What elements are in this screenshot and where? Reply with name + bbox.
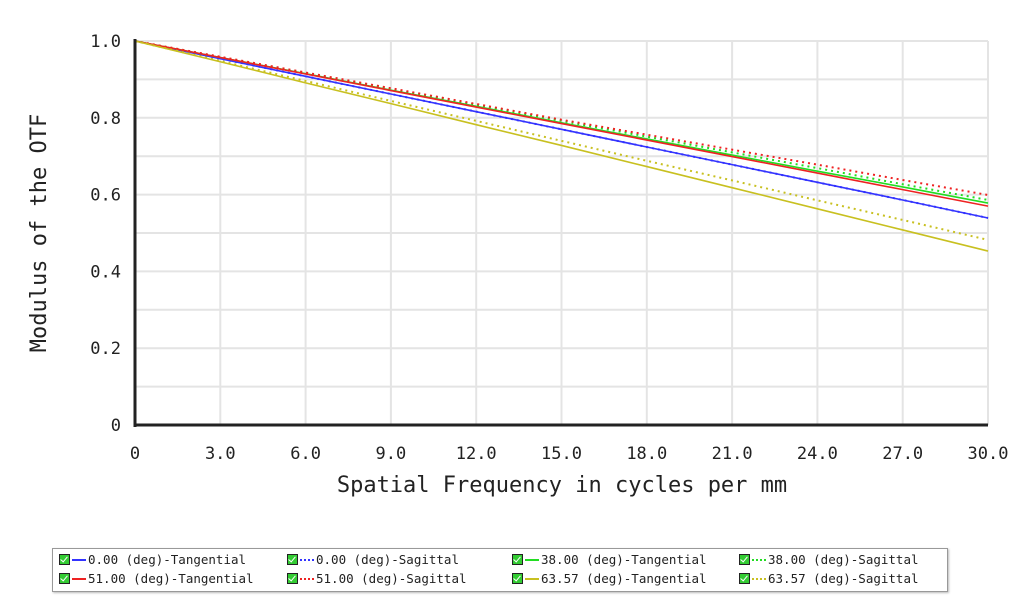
legend-swatch xyxy=(525,577,539,580)
checkbox-icon[interactable] xyxy=(512,573,523,584)
legend-item[interactable]: 51.00 (deg)-Sagittal xyxy=(287,571,467,586)
legend-swatch xyxy=(752,577,766,580)
checkbox-icon[interactable] xyxy=(739,573,750,584)
legend-item[interactable]: 0.00 (deg)-Tangential xyxy=(59,552,246,567)
legend: 0.00 (deg)-Tangential 0.00 (deg)-Sagittal… xyxy=(52,548,948,592)
y-tick-label: 1.0 xyxy=(90,32,121,52)
legend-item[interactable]: 38.00 (deg)-Tangential xyxy=(512,552,707,567)
y-tick-label: 0.2 xyxy=(90,339,121,359)
checkbox-icon[interactable] xyxy=(739,554,750,565)
y-tick-label: 0.6 xyxy=(90,186,121,206)
x-tick-label: 12.0 xyxy=(456,444,497,464)
series-line-1 xyxy=(134,40,989,220)
legend-swatch xyxy=(72,558,86,561)
x-tick-label: 27.0 xyxy=(882,444,923,464)
y-axis-label: Modulus of the OTF xyxy=(27,114,52,352)
legend-label: 0.00 (deg)-Sagittal xyxy=(316,552,459,567)
legend-label: 51.00 (deg)-Tangential xyxy=(88,571,254,586)
x-tick-label: 21.0 xyxy=(712,444,753,464)
checkbox-icon[interactable] xyxy=(59,554,70,565)
legend-item[interactable]: 63.57 (deg)-Tangential xyxy=(512,571,707,586)
legend-swatch xyxy=(300,577,314,580)
legend-swatch xyxy=(752,558,766,561)
legend-label: 38.00 (deg)-Tangential xyxy=(541,552,707,567)
legend-label: 0.00 (deg)-Tangential xyxy=(88,552,247,567)
series-line-5 xyxy=(134,40,989,196)
series-line-6 xyxy=(134,40,989,252)
x-tick-label: 18.0 xyxy=(626,444,667,464)
legend-item[interactable]: 51.00 (deg)-Tangential xyxy=(59,571,254,586)
series-line-4 xyxy=(134,40,989,207)
legend-item[interactable]: 63.57 (deg)-Sagittal xyxy=(739,571,919,586)
series-line-7 xyxy=(134,40,989,241)
legend-label: 51.00 (deg)-Sagittal xyxy=(316,571,467,586)
legend-item[interactable]: 38.00 (deg)-Sagittal xyxy=(739,552,919,567)
x-tick-label: 9.0 xyxy=(376,444,407,464)
y-tick-label: 0 xyxy=(111,416,121,436)
checkbox-icon[interactable] xyxy=(287,554,298,565)
y-tick-label: 0.4 xyxy=(90,262,121,282)
legend-swatch xyxy=(525,558,539,561)
checkbox-icon[interactable] xyxy=(512,554,523,565)
legend-label: 63.57 (deg)-Sagittal xyxy=(768,571,919,586)
legend-item[interactable]: 0.00 (deg)-Sagittal xyxy=(287,552,459,567)
x-tick-label: 6.0 xyxy=(290,444,321,464)
checkbox-icon[interactable] xyxy=(287,573,298,584)
x-tick-label: 24.0 xyxy=(797,444,838,464)
checkbox-icon[interactable] xyxy=(59,573,70,584)
x-tick-label: 0 xyxy=(130,444,140,464)
legend-swatch xyxy=(300,558,314,561)
legend-swatch xyxy=(72,577,86,580)
y-tick-label: 0.8 xyxy=(90,109,121,129)
x-tick-label: 3.0 xyxy=(205,444,236,464)
mtf-chart: 0 3.0 6.0 9.0 12.0 15.0 18.0 21.0 24.0 27.0 30.0 0 0… xyxy=(27,32,1009,498)
x-tick-label: 30.0 xyxy=(968,444,1009,464)
legend-label: 63.57 (deg)-Tangential xyxy=(541,571,707,586)
x-tick-label: 15.0 xyxy=(541,444,582,464)
legend-label: 38.00 (deg)-Sagittal xyxy=(768,552,919,567)
x-axis-label: Spatial Frequency in cycles per mm xyxy=(337,473,787,498)
